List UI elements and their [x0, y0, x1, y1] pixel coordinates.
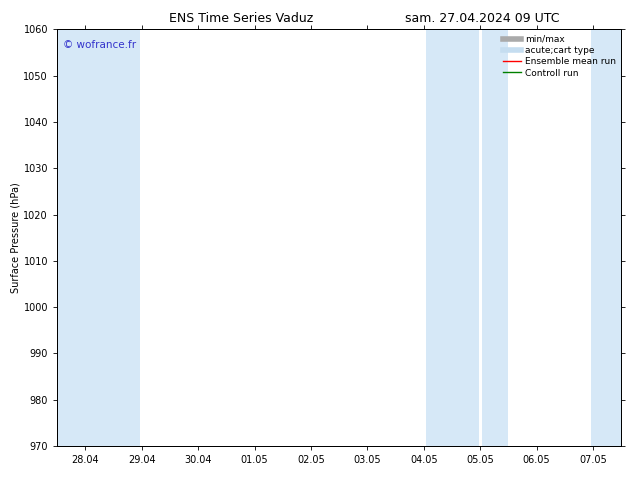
- Bar: [482, 29, 508, 446]
- Legend: min/max, acute;cart type, Ensemble mean run, Controll run: min/max, acute;cart type, Ensemble mean …: [500, 31, 619, 81]
- Text: © wofrance.fr: © wofrance.fr: [63, 40, 136, 50]
- Text: ENS Time Series Vaduz: ENS Time Series Vaduz: [169, 12, 313, 25]
- Bar: [592, 29, 634, 446]
- Y-axis label: Surface Pressure (hPa): Surface Pressure (hPa): [11, 182, 21, 293]
- Bar: [57, 29, 140, 446]
- Bar: [425, 29, 479, 446]
- Text: sam. 27.04.2024 09 UTC: sam. 27.04.2024 09 UTC: [404, 12, 559, 25]
